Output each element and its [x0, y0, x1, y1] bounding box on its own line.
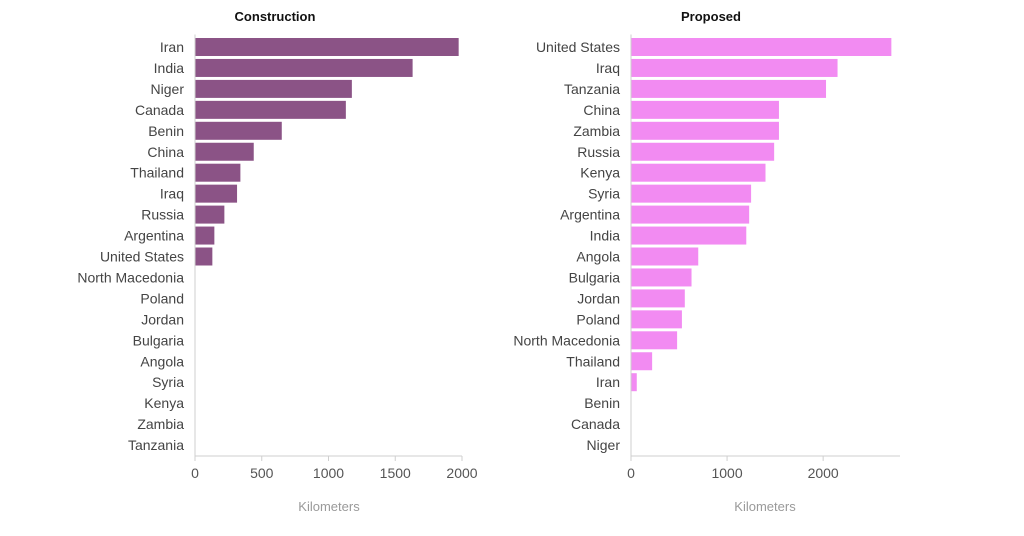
bar-united-states [631, 38, 892, 56]
chart-title: Proposed [681, 9, 741, 24]
category-label-angola: Angola [576, 249, 620, 265]
x-tick-label: 2000 [446, 465, 477, 481]
category-label-china: China [147, 144, 184, 160]
bar-north-macedonia [631, 331, 678, 350]
category-label-north-macedonia: North Macedonia [77, 269, 184, 285]
bar-canada [195, 100, 346, 119]
bar-tanzania [631, 79, 827, 98]
x-tick-label: 0 [627, 465, 635, 481]
category-label-niger: Niger [587, 437, 621, 453]
bar-united-states [195, 247, 213, 266]
x-tick-label: 1000 [313, 465, 344, 481]
category-label-kenya: Kenya [580, 165, 620, 181]
category-label-argentina: Argentina [124, 228, 184, 244]
bar-russia [631, 142, 775, 161]
category-label-tanzania: Tanzania [128, 437, 184, 453]
bar-argentina [195, 226, 215, 245]
category-label-zambia: Zambia [573, 123, 620, 139]
bar-angola [631, 247, 699, 266]
category-label-canada: Canada [571, 416, 620, 432]
bar-india [195, 58, 413, 77]
category-label-china: China [583, 102, 620, 118]
bar-india [631, 226, 747, 245]
category-label-poland: Poland [576, 311, 620, 327]
bar-benin [195, 121, 282, 140]
bar-iraq [195, 184, 238, 203]
bar-kenya [631, 163, 766, 182]
category-label-jordan: Jordan [577, 290, 620, 306]
category-label-zambia: Zambia [137, 416, 184, 432]
chart-panel-construction: Construction Iran India Niger Canada Benin Chi… [77, 9, 477, 514]
category-label-iran: Iran [596, 374, 620, 390]
category-label-india: India [154, 60, 185, 76]
bar-poland [631, 310, 682, 329]
category-label-united-states: United States [100, 249, 184, 265]
category-label-russia: Russia [141, 207, 184, 223]
x-axis-title: Kilometers [298, 499, 360, 514]
bar-zambia [631, 121, 779, 140]
category-label-bulgaria: Bulgaria [569, 269, 621, 285]
bar-bulgaria [631, 268, 692, 287]
category-label-thailand: Thailand [130, 165, 184, 181]
category-label-united-states: United States [536, 39, 620, 55]
bar-iraq [631, 58, 838, 77]
bar-iran [195, 38, 459, 56]
bar-iran [631, 373, 637, 392]
bar-thailand [195, 163, 241, 182]
category-label-india: India [590, 228, 621, 244]
category-label-tanzania: Tanzania [564, 81, 620, 97]
bar-china [631, 100, 779, 119]
bar-jordan [631, 289, 685, 308]
category-label-benin: Benin [584, 395, 620, 411]
chart-title: Construction [235, 9, 316, 24]
x-tick-label: 0 [191, 465, 199, 481]
bar-niger [195, 79, 352, 98]
bar-china [195, 142, 254, 161]
category-label-angola: Angola [140, 353, 184, 369]
bar-syria [631, 184, 752, 203]
x-tick-label: 2000 [808, 465, 839, 481]
category-label-thailand: Thailand [566, 353, 620, 369]
chart-panel-proposed: Proposed United States Iraq Tanzania China Za… [513, 9, 900, 514]
category-label-bulgaria: Bulgaria [133, 332, 185, 348]
bar-thailand [631, 352, 653, 371]
bar-russia [195, 205, 225, 224]
category-label-poland: Poland [140, 290, 184, 306]
x-tick-label: 1500 [380, 465, 411, 481]
category-label-kenya: Kenya [144, 395, 184, 411]
x-tick-label: 500 [250, 465, 274, 481]
category-label-niger: Niger [151, 81, 185, 97]
category-label-iraq: Iraq [596, 60, 620, 76]
category-label-north-macedonia: North Macedonia [513, 332, 620, 348]
category-label-russia: Russia [577, 144, 620, 160]
category-label-iran: Iran [160, 39, 184, 55]
x-tick-label: 1000 [711, 465, 742, 481]
category-label-syria: Syria [588, 186, 620, 202]
category-label-argentina: Argentina [560, 207, 620, 223]
category-label-iraq: Iraq [160, 186, 184, 202]
category-label-benin: Benin [148, 123, 184, 139]
category-label-syria: Syria [152, 374, 184, 390]
x-axis-title: Kilometers [734, 499, 796, 514]
bar-argentina [631, 205, 750, 224]
category-label-jordan: Jordan [141, 311, 184, 327]
category-label-canada: Canada [135, 102, 184, 118]
